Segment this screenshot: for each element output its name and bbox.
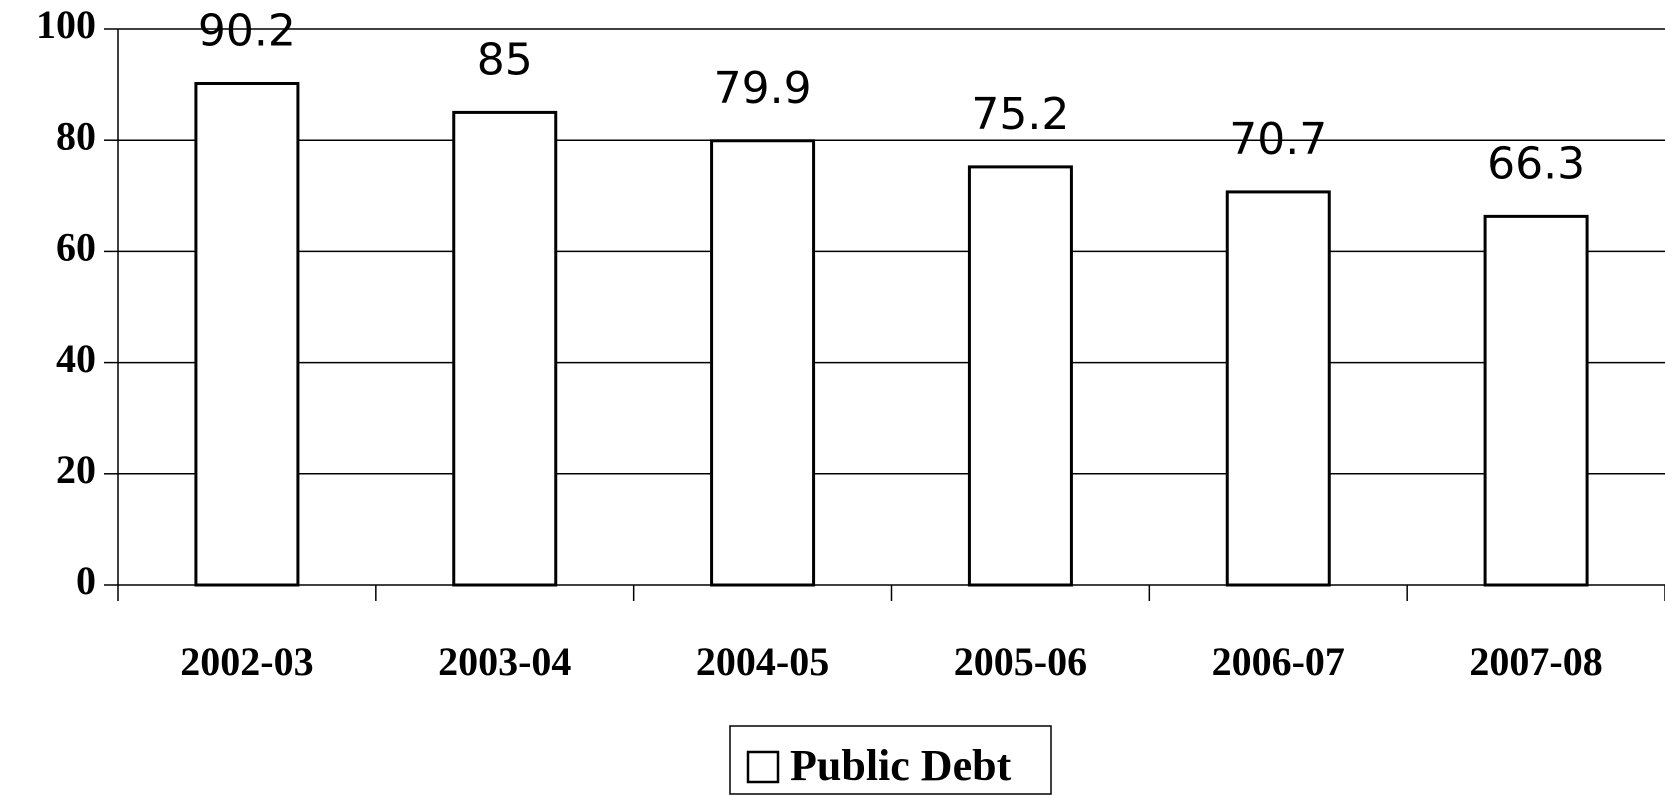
y-tick-label: 100 xyxy=(36,2,96,47)
data-label: 85 xyxy=(477,34,533,85)
x-tick-label: 2004-05 xyxy=(696,639,829,684)
legend-box xyxy=(729,725,1052,795)
bar xyxy=(967,165,1073,587)
x-tick-label: 2002-03 xyxy=(180,639,313,684)
y-tick-label: 60 xyxy=(56,225,96,270)
data-label: 79.9 xyxy=(714,63,812,114)
y-tick-label: 20 xyxy=(56,447,96,492)
data-label: 70.7 xyxy=(1229,114,1327,165)
y-tick-label: 40 xyxy=(56,336,96,381)
bar xyxy=(710,139,816,587)
legend-swatch xyxy=(746,750,780,784)
bar xyxy=(1483,214,1589,587)
bar xyxy=(452,110,558,587)
legend: Public Debt xyxy=(729,725,1052,795)
x-tick-label: 2003-04 xyxy=(438,639,571,684)
legend-label: Public Debt xyxy=(790,741,1012,790)
x-tick-label: 2006-07 xyxy=(1212,639,1345,684)
data-label: 90.2 xyxy=(198,5,296,56)
y-tick-label: 80 xyxy=(56,113,96,158)
data-label: 66.3 xyxy=(1487,138,1585,189)
x-tick-label: 2005-06 xyxy=(954,639,1087,684)
y-tick-label: 0 xyxy=(76,558,96,603)
bar xyxy=(1225,190,1331,587)
data-label: 75.2 xyxy=(971,89,1069,140)
bar xyxy=(194,81,300,587)
x-tick-label: 2007-08 xyxy=(1469,639,1602,684)
